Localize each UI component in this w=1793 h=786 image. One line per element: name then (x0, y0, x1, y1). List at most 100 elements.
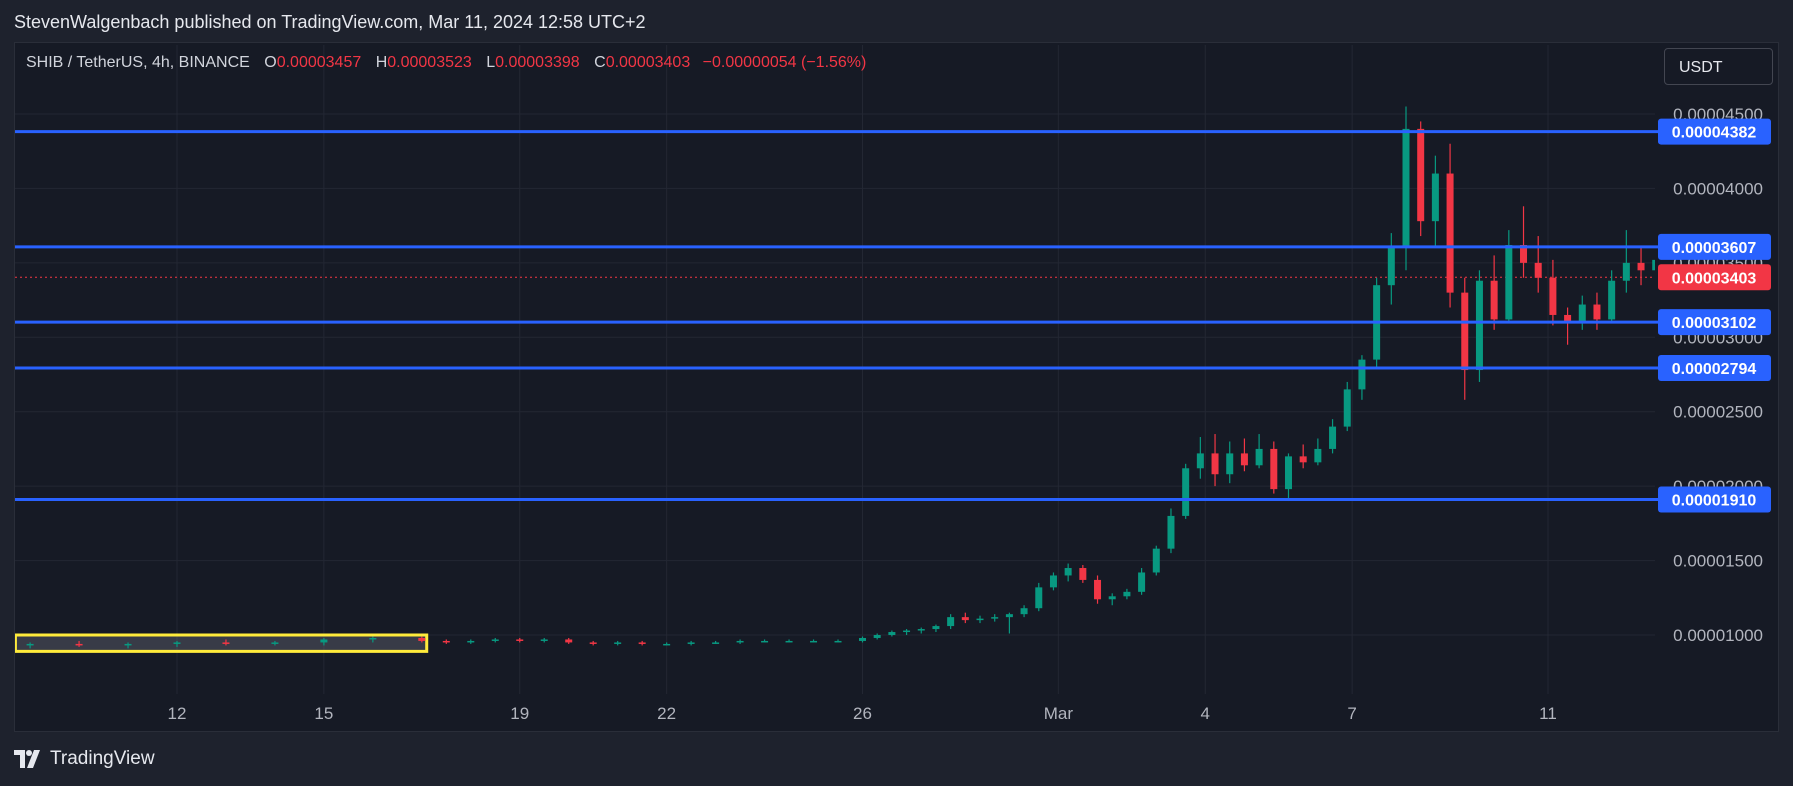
candle-body (418, 637, 426, 641)
candle-body (1578, 304, 1586, 323)
date-tick-label: 7 (1347, 704, 1356, 723)
level-price-tag (1658, 309, 1771, 336)
date-tick-label: 15 (314, 704, 333, 723)
level-price-tag (1658, 486, 1771, 513)
candle-body (961, 617, 969, 621)
candle-body (1255, 448, 1263, 466)
candle-body (687, 642, 695, 644)
candle-body (1211, 453, 1219, 475)
close-value: 0.00003403 (605, 54, 691, 71)
candle-body (1138, 572, 1146, 592)
candle-body (1490, 280, 1498, 320)
candle-body (1108, 596, 1116, 600)
candle-body (1329, 426, 1337, 449)
level-price-tag-label: 0.00004382 (1672, 125, 1757, 142)
current-price-tag-label: 0.00003403 (1672, 270, 1757, 287)
candle-body (614, 642, 622, 644)
top-bar: StevenWalgenbach published on TradingVie… (0, 0, 1793, 40)
price-tick-label: 0.00002500 (1673, 403, 1763, 422)
candle-body (1549, 277, 1557, 315)
candle-body (859, 637, 866, 641)
candle-body (1520, 244, 1528, 263)
candle-body (540, 639, 548, 641)
candle-body (467, 640, 475, 643)
level-price-tag (1658, 233, 1771, 260)
candle-body (1402, 128, 1410, 248)
candle-body (888, 632, 896, 635)
candle-body (589, 642, 597, 644)
candle-body (991, 617, 999, 619)
highlight-zone-box (15, 633, 429, 653)
candle-body (1622, 262, 1630, 281)
currency-button[interactable]: USDT (1664, 48, 1773, 85)
candle-body (1387, 247, 1395, 286)
candle-body (1446, 173, 1454, 293)
candle-body (1299, 456, 1307, 463)
candle-body (1182, 468, 1190, 516)
candle-body (810, 640, 818, 643)
candle-body (1711, 296, 1718, 311)
brand-name: TradingView (50, 748, 155, 769)
candle-body (712, 642, 720, 644)
candles-layer (26, 106, 1718, 649)
candle-body (1005, 614, 1013, 618)
price-tick-label: 0.00001000 (1673, 626, 1763, 645)
candle-body (873, 635, 881, 638)
candle-body (1314, 448, 1322, 463)
candle-body (1094, 579, 1102, 600)
candle-body (1534, 262, 1542, 278)
grid-layer (15, 45, 1655, 694)
level-price-tag (1658, 354, 1771, 381)
change-value: −0.00000054 (−1.56%) (702, 54, 867, 71)
candle-body (1064, 568, 1072, 576)
candle-body (1593, 304, 1601, 320)
candle-body (663, 643, 671, 646)
candle-body (1152, 548, 1160, 573)
candle-body (932, 626, 940, 630)
tradingview-logo-icon (14, 750, 40, 768)
candle-body (124, 643, 132, 646)
candle-body (1608, 280, 1616, 320)
candle-body (173, 642, 181, 644)
candle-body (1123, 591, 1131, 597)
candle-body (1079, 568, 1087, 580)
candle-body (1167, 515, 1175, 549)
date-tick-label: 4 (1201, 704, 1210, 723)
date-tick-label: 12 (168, 704, 187, 723)
date-tick-label: 26 (853, 704, 872, 723)
open-label: O (264, 54, 277, 71)
candle-body (75, 643, 83, 646)
date-tick-label: 22 (657, 704, 676, 723)
candle-body (369, 637, 377, 640)
symbol-label[interactable]: SHIB / TetherUS, 4h, BINANCE (26, 54, 250, 71)
candle-body (222, 642, 230, 644)
candle-body (1358, 359, 1366, 390)
date-tick-label: Mar (1044, 704, 1074, 723)
level-price-tag-label: 0.00001910 (1672, 493, 1757, 510)
candle-body (491, 639, 499, 641)
chart-frame[interactable] (14, 42, 1779, 732)
candle-body (1343, 389, 1351, 427)
high-label: H (375, 54, 388, 71)
candle-body (1020, 608, 1028, 615)
candle-body (761, 640, 769, 643)
candle-body (442, 640, 450, 643)
candle-body (947, 617, 955, 627)
candle-body (917, 629, 925, 631)
low-value: 0.00003398 (495, 54, 580, 71)
tradingview-brand[interactable]: TradingView (14, 748, 155, 770)
candle-body (903, 630, 911, 633)
candle-body (1240, 453, 1248, 466)
candle-body (1049, 575, 1057, 588)
price-tick-label: 0.00001500 (1673, 552, 1763, 571)
price-tick-label: 0.00004000 (1673, 179, 1763, 198)
candle-body (1461, 292, 1469, 371)
close-label: C (594, 54, 606, 71)
level-price-tag-label: 0.00003102 (1672, 315, 1757, 332)
level-price-tag (1658, 118, 1771, 145)
level-price-tag-label: 0.00002794 (1672, 361, 1757, 378)
plot-layer (15, 106, 1718, 653)
candle-body (785, 640, 793, 643)
candle-body (834, 640, 842, 643)
